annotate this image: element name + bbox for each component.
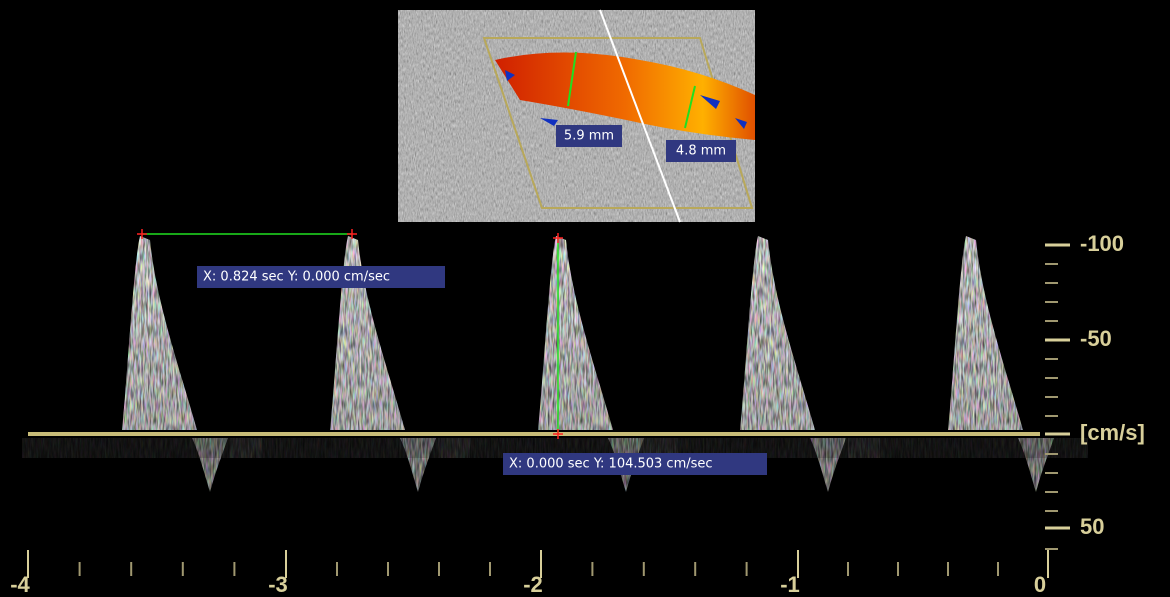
color-doppler-inset: 5.9 mm 4.8 mm	[398, 9, 755, 223]
noise-band	[848, 438, 1088, 458]
label-box	[666, 140, 736, 162]
label-box	[197, 266, 445, 288]
diameter-caliper	[684, 85, 696, 129]
label-box	[503, 453, 767, 475]
caliper-ends	[137, 229, 563, 439]
noise-band	[230, 438, 470, 458]
diameter-label: 5.9 mm	[564, 129, 614, 144]
diameter-label: 4.8 mm	[676, 144, 726, 159]
diameter-caliper	[567, 51, 577, 107]
label-box	[556, 125, 622, 147]
caliper-label: X: 0.824 sec Y: 0.000 cm/sec	[203, 270, 390, 285]
velocity-label: -50	[1080, 326, 1112, 351]
systolic-peak	[948, 236, 1023, 430]
time-label: 0	[1034, 572, 1046, 597]
velocity-label: [cm/s]	[1080, 420, 1145, 445]
time-label: -3	[268, 572, 288, 597]
caliper-label: X: 0.000 sec Y: 104.503 cm/sec	[509, 457, 713, 472]
scales: -100 -50 [cm/s] 50 -4 -3 -2 -1 0	[10, 231, 1145, 597]
noise-band	[22, 438, 262, 458]
time-label: -1	[780, 572, 800, 597]
cursor-line	[599, 9, 681, 223]
time-label: -4	[10, 572, 30, 597]
time-label: -2	[523, 572, 543, 597]
velocity-label: -100	[1080, 231, 1124, 256]
systolic-peak	[740, 236, 815, 430]
systolic-peak	[538, 236, 613, 430]
velocity-label: 50	[1080, 514, 1104, 539]
color-box	[482, 37, 754, 209]
systolic-peak	[330, 236, 405, 430]
vessel-flow	[495, 52, 755, 140]
systolic-peak	[122, 236, 197, 430]
